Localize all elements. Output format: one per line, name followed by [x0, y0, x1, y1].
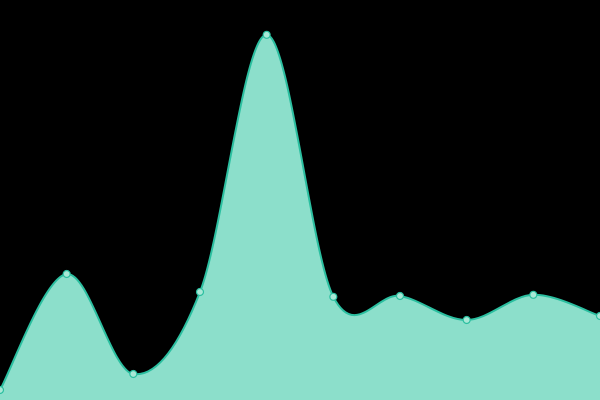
data-point-marker[interactable] — [329, 292, 338, 301]
data-point-marker[interactable] — [62, 269, 71, 279]
data-point-marker[interactable] — [595, 311, 600, 321]
data-point-marker[interactable] — [195, 287, 205, 297]
data-point-marker[interactable] — [262, 30, 271, 39]
data-point-marker[interactable] — [395, 291, 405, 301]
data-point-marker[interactable] — [129, 369, 138, 379]
data-point-marker[interactable] — [529, 290, 538, 299]
area-fill — [0, 34, 600, 400]
data-point-markers — [0, 30, 600, 395]
data-point-marker[interactable] — [462, 315, 471, 325]
data-point-marker[interactable] — [0, 385, 5, 395]
